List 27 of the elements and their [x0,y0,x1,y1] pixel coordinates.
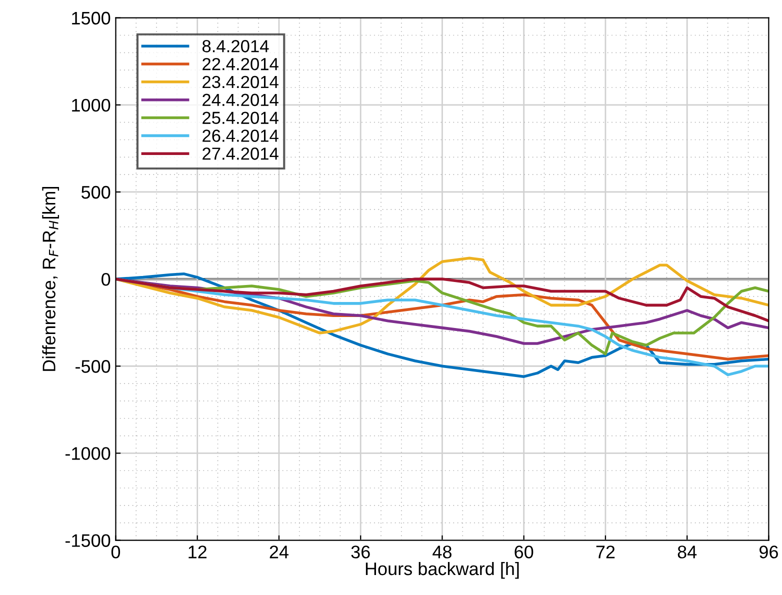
legend-label: 23.4.2014 [202,76,278,88]
x-tick-label: 48 [432,546,452,558]
legend-label: 8.4.2014 [202,40,269,52]
x-tick-label: 24 [270,546,288,558]
x-tick-label: 0 [111,546,120,558]
legend-label: 24.4.2014 [202,94,278,106]
y-axis-title: Diffenrence, R$_{F}$-R$_{H}$[km] [42,187,60,371]
x-tick-label: 12 [188,546,206,558]
y-tick-label: -1000 [66,447,110,460]
x-tick-label: 60 [514,546,534,558]
y-tick-label: -500 [76,360,110,373]
line-series [116,256,769,334]
legend-label: 27.4.2014 [202,148,278,160]
y-tick-label: 0 [102,272,110,286]
line-series [116,278,769,322]
legend-label: 25.4.2014 [202,112,278,124]
x-axis-title: Hours backward [h] [366,562,519,579]
x-tick-label: 36 [351,546,370,558]
x-tick-label: 84 [678,546,697,558]
x-tick-label: 72 [596,546,615,558]
y-tick-label: 1000 [72,98,110,112]
x-tick-label: 96 [760,546,778,558]
y-tick-label: -1500 [66,534,110,547]
legend-label: 22.4.2014 [202,58,278,70]
y-tick-label: 500 [81,186,110,199]
legend-label: 26.4.2014 [202,130,278,142]
y-tick-label: 1500 [72,12,110,25]
